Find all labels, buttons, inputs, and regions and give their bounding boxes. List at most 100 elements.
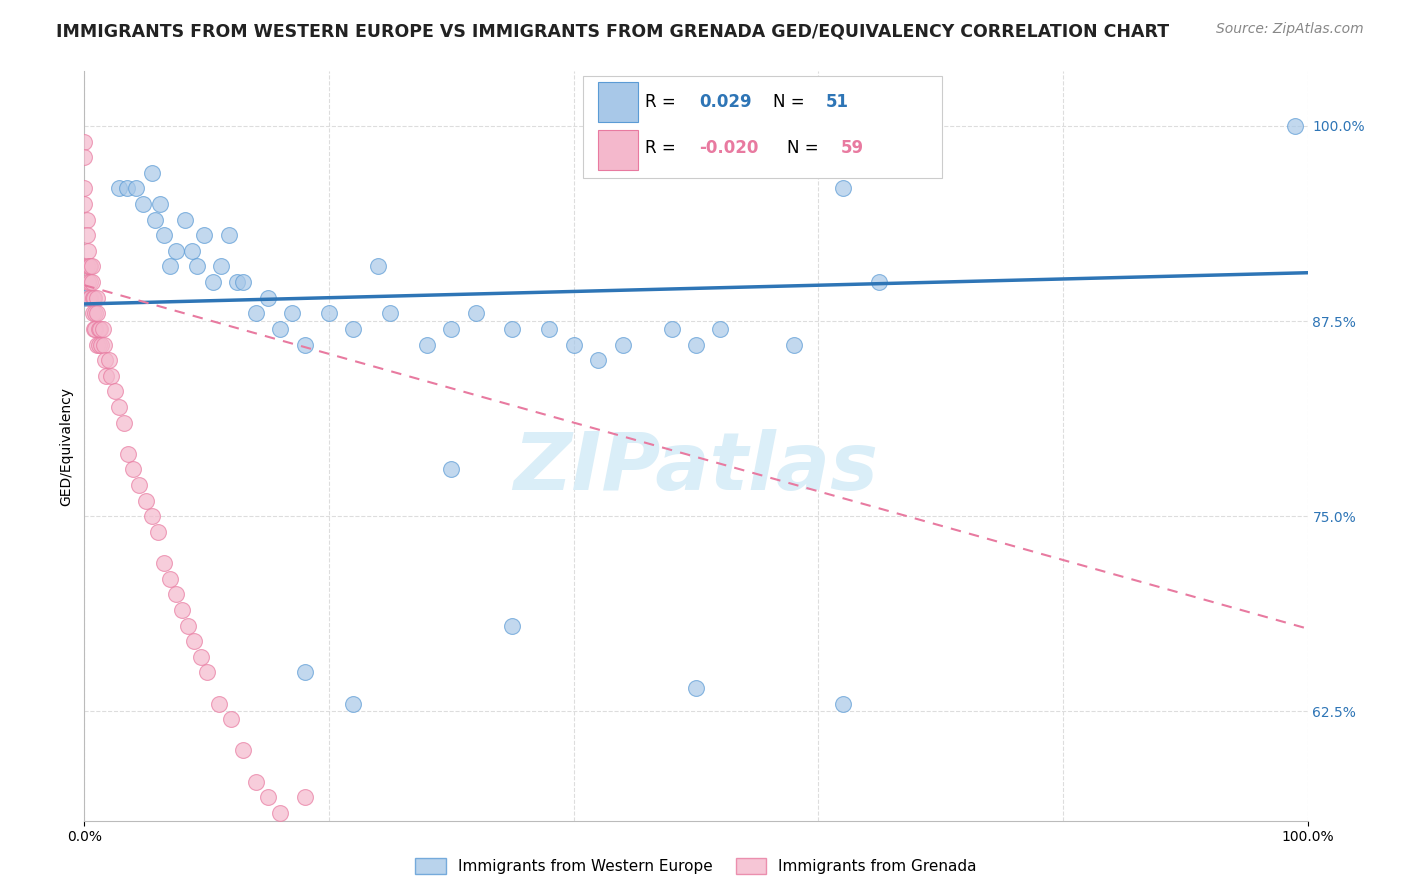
Text: N =: N = [787,139,824,157]
Point [165,587,187,601]
Point [73,135,96,149]
Point [84,322,107,336]
Point [269,805,291,820]
Point [226,275,249,289]
Point [245,774,267,789]
Point [132,197,155,211]
Point [342,697,364,711]
Point [538,322,561,336]
Point [73,181,96,195]
Point [104,384,127,399]
Point [84,306,107,320]
Point [76,228,98,243]
Point [709,322,731,336]
Point [153,556,176,570]
Point [294,665,316,680]
Point [117,447,139,461]
Point [79,275,101,289]
Point [269,322,291,336]
Point [83,322,105,336]
Point [73,197,96,211]
Point [165,244,187,258]
Point [257,790,280,805]
Point [141,509,163,524]
Point [93,337,115,351]
Point [143,212,166,227]
Y-axis label: GED/Equivalency: GED/Equivalency [59,386,73,506]
Point [1284,119,1306,133]
Text: R =: R = [645,93,682,111]
Point [502,322,524,336]
Point [257,291,280,305]
Point [86,306,108,320]
Point [89,322,111,336]
Point [318,306,340,320]
Point [87,337,110,351]
Point [149,197,172,211]
Point [77,275,100,289]
Text: 51: 51 [825,93,848,111]
Point [612,337,634,351]
Point [79,291,101,305]
Point [181,244,204,258]
Point [245,306,267,320]
Point [177,618,200,632]
Point [380,306,402,320]
Point [208,697,231,711]
Point [76,260,98,274]
Point [218,228,240,243]
Point [209,260,232,274]
Point [342,322,364,336]
Point [173,212,195,227]
Point [82,306,104,320]
Point [440,322,463,336]
Point [135,493,157,508]
Point [783,337,806,351]
Point [112,416,135,430]
Point [190,649,212,664]
Point [90,337,112,351]
Point [80,275,103,289]
Point [831,697,853,711]
Point [869,275,891,289]
Point [172,603,194,617]
Point [86,291,108,305]
Point [115,181,138,195]
Point [186,260,208,274]
Point [86,337,108,351]
Point [159,572,181,586]
Point [97,353,120,368]
Point [294,337,316,351]
Text: 59: 59 [841,139,863,157]
Point [193,228,215,243]
Point [100,368,122,383]
Point [77,244,100,258]
Point [281,306,304,320]
Text: -0.020: -0.020 [699,139,758,157]
Point [367,260,389,274]
Point [195,665,218,680]
Point [685,337,707,351]
Point [76,212,98,227]
Point [91,322,114,336]
Point [87,322,110,336]
Point [80,260,103,274]
Point [294,790,316,805]
Point [562,337,585,351]
Point [219,712,242,726]
Point [159,260,181,274]
Text: IMMIGRANTS FROM WESTERN EUROPE VS IMMIGRANTS FROM GRENADA GED/EQUIVALENCY CORREL: IMMIGRANTS FROM WESTERN EUROPE VS IMMIGR… [56,22,1170,40]
Point [685,681,707,695]
Point [146,524,169,539]
Point [661,322,683,336]
Point [79,260,101,274]
Point [94,353,117,368]
Point [83,291,105,305]
Point [153,228,176,243]
Point [107,400,129,414]
Point [122,462,145,476]
Point [128,478,150,492]
Point [586,353,609,368]
Point [82,291,104,305]
Point [502,618,524,632]
